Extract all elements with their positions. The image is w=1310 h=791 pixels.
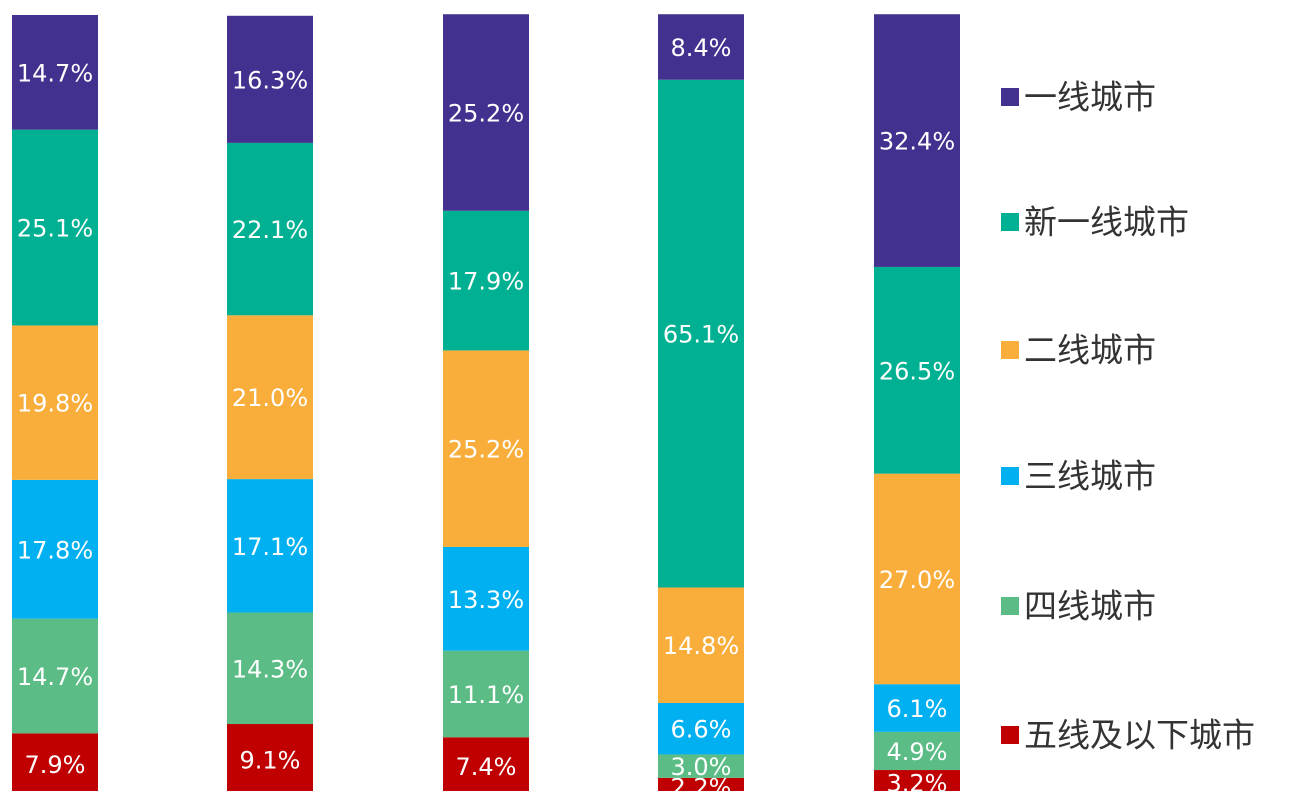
bar-segment [443, 350, 529, 547]
bar-segment [874, 770, 960, 791]
legend-swatch [1001, 467, 1019, 485]
bar-segment [658, 79, 744, 588]
bar-segment [874, 731, 960, 771]
bar-segment [12, 733, 98, 791]
bar-segment [443, 14, 529, 211]
bar-segment [658, 587, 744, 703]
value-label: 27.0% [879, 566, 955, 594]
bar-segment [658, 702, 744, 755]
bar-segment [227, 724, 313, 791]
bar-segment [227, 15, 313, 143]
bar-segment [443, 546, 529, 651]
bar-segment [12, 15, 98, 130]
value-label: 14.8% [663, 632, 739, 660]
value-label: 8.4% [671, 34, 732, 62]
value-label: 4.9% [887, 738, 948, 766]
value-label: 6.1% [887, 695, 948, 723]
bar-segment [658, 14, 744, 80]
value-label: 7.4% [456, 753, 517, 781]
value-label: 17.1% [232, 533, 308, 561]
legend-swatch [1001, 726, 1019, 744]
value-label: 22.1% [232, 216, 308, 244]
value-label: 16.3% [232, 66, 308, 94]
value-label: 13.3% [448, 586, 524, 614]
value-label: 26.5% [879, 357, 955, 385]
bar-segment [874, 14, 960, 267]
legend-label: 四线城市 [1024, 587, 1156, 626]
legend-swatch [1001, 597, 1019, 615]
legend-swatch [1001, 88, 1019, 106]
bar-segment [227, 142, 313, 316]
bar-segment [658, 754, 744, 778]
value-label: 25.2% [448, 436, 524, 464]
value-label: 7.9% [25, 751, 86, 779]
value-label: 3.2% [887, 770, 948, 791]
bar-segment [874, 266, 960, 474]
value-label: 9.1% [240, 747, 301, 775]
legend-swatch [1001, 341, 1019, 359]
bar-segment [443, 737, 529, 791]
value-label: 11.1% [448, 681, 524, 709]
bar-segment [874, 684, 960, 732]
legend-label: 五线及以下城市 [1024, 716, 1255, 755]
legend-label: 一线城市 [1024, 78, 1156, 117]
value-label: 14.3% [232, 655, 308, 683]
value-label: 25.1% [17, 215, 93, 243]
value-label: 6.6% [671, 716, 732, 744]
value-label: 3.0% [671, 753, 732, 781]
legend-label: 三线城市 [1024, 457, 1156, 496]
value-label: 17.9% [448, 268, 524, 296]
bar-segment [874, 473, 960, 685]
value-label: 17.8% [17, 536, 93, 564]
bar-segment [12, 618, 98, 734]
bar-segment [443, 210, 529, 351]
value-label: 19.8% [17, 390, 93, 418]
value-label: 25.2% [448, 100, 524, 128]
value-label: 14.7% [17, 663, 93, 691]
value-label: 32.4% [879, 128, 955, 156]
value-label: 21.0% [232, 384, 308, 412]
bar-segment [227, 479, 313, 613]
value-label: 14.7% [17, 59, 93, 87]
bar-segment [12, 479, 98, 619]
legend-label: 二线城市 [1024, 331, 1156, 370]
bar-segment [12, 325, 98, 480]
bar-segment [443, 650, 529, 738]
bar-segment [12, 129, 98, 326]
bar-segment [658, 777, 744, 791]
legend-swatch [1001, 213, 1019, 231]
bar-segment [227, 612, 313, 725]
value-label: 65.1% [663, 321, 739, 349]
legend-label: 新一线城市 [1024, 203, 1189, 242]
bar-segment [227, 315, 313, 480]
